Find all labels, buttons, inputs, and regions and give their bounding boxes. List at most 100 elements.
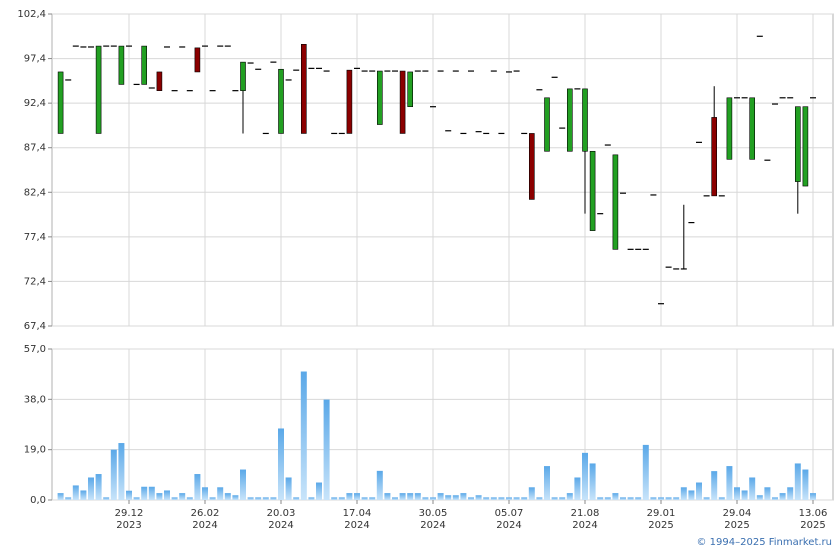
- candle-body: [57, 71, 64, 134]
- x-tick-label: 05.07: [495, 508, 524, 519]
- y-tick-label: 82,4: [24, 187, 46, 198]
- volume-bar: [376, 470, 383, 500]
- volume-bar: [650, 497, 657, 500]
- x-tick-label: 26.02: [191, 508, 220, 519]
- volume-bar: [247, 497, 254, 500]
- volume-bar: [711, 471, 718, 500]
- volume-bar: [718, 497, 725, 500]
- volume-bar: [490, 497, 497, 500]
- candle-body: [528, 133, 535, 200]
- volume-bar: [126, 490, 132, 500]
- candle-body: [407, 71, 414, 108]
- volume-bar: [293, 497, 300, 500]
- candle-body: [399, 70, 406, 134]
- volume-bar: [604, 497, 611, 500]
- y-tick-label: 57,0: [24, 344, 46, 355]
- y-tick-label: 92,4: [24, 98, 46, 109]
- candle-body: [794, 106, 801, 182]
- volume-bar: [452, 495, 459, 500]
- volume-bar: [133, 497, 140, 500]
- volume-bar: [612, 493, 619, 500]
- y-tick-label: 0,0: [30, 495, 46, 506]
- volume-bar: [802, 469, 809, 500]
- x-tick-label: 20.03: [267, 508, 296, 519]
- x-tick-label: 13.06: [799, 508, 828, 519]
- volume-bar: [354, 493, 360, 500]
- y-tick-label: 19,0: [24, 445, 46, 456]
- candle-body: [300, 44, 307, 134]
- candle-body: [95, 45, 102, 134]
- candle-body: [612, 154, 619, 250]
- volume-bar: [346, 493, 353, 500]
- volume-bar: [528, 487, 535, 500]
- volume-bar: [642, 444, 649, 500]
- candle-body: [278, 68, 284, 134]
- volume-bar: [566, 493, 573, 500]
- volume-bar: [437, 493, 444, 500]
- x-tick-label: 2024: [572, 520, 597, 531]
- volume-bar: [240, 469, 246, 500]
- x-tick-label: 2024: [420, 520, 445, 531]
- x-tick-label: 17.04: [343, 508, 372, 519]
- candle-body: [118, 45, 125, 85]
- volume-bar: [696, 482, 702, 500]
- volume-bar: [57, 493, 64, 500]
- y-tick-label: 38,0: [24, 394, 46, 405]
- volume-bar: [445, 495, 452, 500]
- volume-bar: [384, 493, 391, 500]
- volume-bar: [361, 497, 368, 500]
- candle-body: [346, 69, 353, 134]
- x-tick-label: 21.08: [571, 508, 600, 519]
- x-tick-label: 30.05: [419, 508, 448, 519]
- volume-bar: [323, 399, 330, 500]
- volume-bar: [460, 493, 467, 500]
- y-tick-label: 72,4: [24, 276, 46, 287]
- volume-bar: [110, 449, 117, 500]
- volume-bar: [278, 428, 284, 500]
- candle-body: [582, 88, 588, 152]
- volume-bar: [680, 487, 687, 500]
- x-tick-label: 2024: [192, 520, 217, 531]
- x-tick-label: 29.04: [723, 508, 752, 519]
- candle-body: [156, 71, 163, 91]
- volume-bar: [392, 497, 398, 500]
- volume-bar: [475, 495, 482, 500]
- y-tick-label: 102,4: [17, 9, 46, 20]
- volume-bar: [772, 497, 778, 500]
- volume-bar: [498, 497, 505, 500]
- volume-bar: [756, 495, 763, 500]
- volume-bar: [179, 493, 186, 500]
- x-tick-label: 2024: [344, 520, 369, 531]
- x-tick-label: 29.12: [115, 508, 144, 519]
- volume-bar: [399, 493, 406, 500]
- volume-bar: [635, 497, 642, 500]
- candle-body: [749, 97, 756, 160]
- x-tick-label: 2023: [116, 520, 141, 531]
- volume-bar: [103, 497, 110, 500]
- volume-bar: [95, 474, 102, 500]
- candle-body: [376, 70, 383, 125]
- volume-bar: [627, 497, 634, 500]
- volume-bar: [726, 466, 733, 500]
- volume-bar: [209, 497, 216, 500]
- volume-bar: [255, 497, 262, 500]
- candle-body: [566, 88, 573, 152]
- x-tick-label: 2025: [648, 520, 673, 531]
- volume-bar: [665, 497, 672, 500]
- volume-bar: [262, 497, 269, 500]
- y-tick-label: 97,4: [24, 54, 46, 65]
- volume-bar: [316, 482, 322, 500]
- volume-bar: [506, 497, 512, 500]
- volume-bar: [156, 493, 163, 500]
- volume-bar: [141, 486, 148, 500]
- volume-bar: [597, 497, 604, 500]
- volume-bar: [673, 497, 680, 500]
- x-tick-label: 29.01: [647, 508, 676, 519]
- volume-bar: [232, 495, 239, 500]
- x-tick-label: 2024: [496, 520, 521, 531]
- volume-bar: [741, 490, 748, 500]
- volume-bar: [308, 497, 315, 500]
- volume-bar: [794, 463, 801, 500]
- volume-bar: [148, 486, 155, 500]
